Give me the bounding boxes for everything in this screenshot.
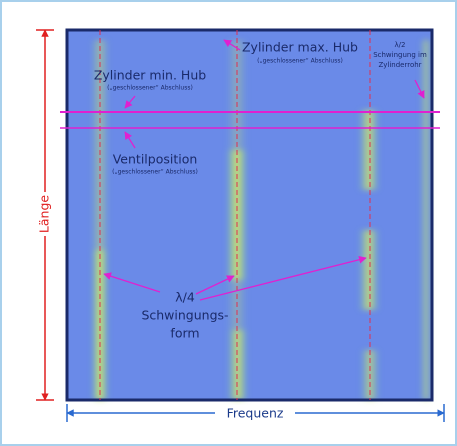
annotation-subtitle: („geschlossener“ Abschluss) xyxy=(112,169,198,176)
annotation-title: Ventilposition xyxy=(113,152,198,167)
annotation-line: λ/2 xyxy=(395,41,406,49)
annotation-subtitle: („geschlossener“ Abschluss) xyxy=(107,85,193,92)
annotation-line: Schwingungs- xyxy=(141,308,228,323)
annotation-line: Zylinderrohr xyxy=(378,61,421,69)
horizontal-axis-label: Frequenz xyxy=(227,406,284,421)
annotation-line: Schwingung im xyxy=(373,51,427,59)
annotation-subtitle: („geschlossener“ Abschluss) xyxy=(257,58,343,65)
annotation-title: Zylinder min. Hub xyxy=(94,68,206,83)
annotation-line: form xyxy=(170,326,199,341)
page: {"annotations": { "max_stroke": {"title"… xyxy=(0,0,457,446)
vertical-axis-label: Länge xyxy=(37,195,52,233)
annotation-title: Zylinder max. Hub xyxy=(242,40,358,55)
annotation-line: λ/4 xyxy=(175,290,195,305)
diagram: Länge Frequenz Zylinder max. Hub („gesch… xyxy=(0,0,457,446)
